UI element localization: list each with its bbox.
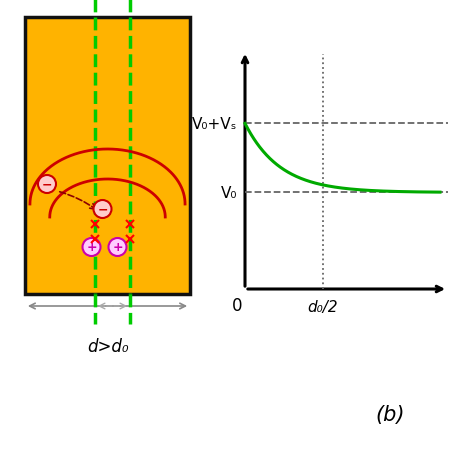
Text: d>d₀: d>d₀ [87, 337, 128, 355]
Text: V₀+Vₛ: V₀+Vₛ [191, 117, 236, 132]
Circle shape [38, 175, 56, 193]
Text: −: − [41, 178, 52, 191]
Text: +: + [86, 241, 97, 254]
Text: (b): (b) [374, 404, 404, 424]
Text: d₀/2: d₀/2 [307, 300, 337, 315]
Circle shape [83, 239, 100, 257]
Text: V₀: V₀ [220, 185, 236, 200]
Bar [25, 18, 189, 295]
Circle shape [108, 239, 126, 257]
Text: +: + [112, 241, 123, 254]
Circle shape [93, 201, 111, 219]
Text: −: − [97, 203, 107, 216]
Text: 0: 0 [231, 296, 242, 314]
